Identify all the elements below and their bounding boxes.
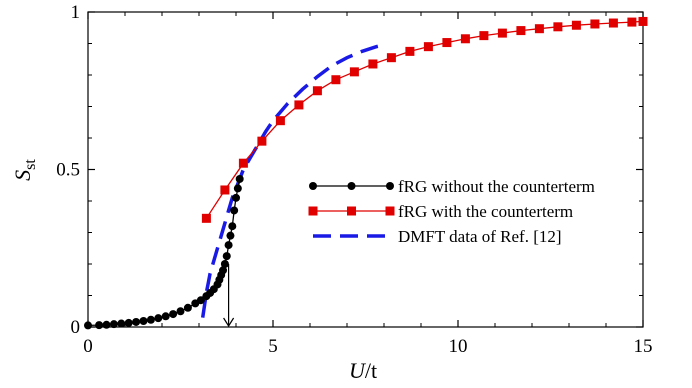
legend-label-frg-counterterm: fRG with the counterterm [398,202,573,221]
data-point-square [294,100,304,110]
legend-marker-square [347,206,356,216]
x-tick-label: 0 [83,336,93,357]
x-axis-label: U/t [349,358,377,383]
data-point-circle [84,321,92,330]
legend-marker-circle [347,182,356,190]
data-point-circle [228,222,237,231]
x-tick-label: 10 [449,336,468,357]
data-point-circle [102,320,111,329]
data-point-circle [176,307,185,316]
data-point-square [516,26,526,36]
data-point-circle [232,193,240,202]
data-point-square [590,19,600,29]
data-point-circle [226,231,235,240]
data-point-square [312,86,322,96]
data-point-square [534,24,544,34]
data-point-square [638,16,648,26]
data-point-square [368,59,378,69]
y-tick-label: 0.5 [56,160,80,181]
data-point-circle [169,310,178,319]
data-point-square [497,28,507,38]
axes: 0 5 10 15 0 0.5 1 [56,2,652,357]
data-point-square [238,158,248,168]
arrow-head [223,317,235,328]
series-dmft-line [200,43,385,318]
x-tick-label: 5 [268,336,278,357]
data-point-square [275,116,285,126]
data-point-square [386,53,396,63]
annotations [223,264,235,328]
data-point-square [571,20,581,30]
data-point-circle [146,315,155,324]
data-point-circle [219,266,228,275]
data-point-circle [230,206,239,215]
data-point-circle [117,319,126,328]
data-point-circle [139,317,148,326]
data-point-circle [161,312,170,321]
data-point-circle [220,260,229,268]
data-point-square [479,31,489,41]
data-point-square [627,17,637,27]
series-group [84,16,648,330]
data-point-circle [196,296,205,305]
legend-marker-circle [386,182,394,190]
x-tick-label: 15 [634,336,653,357]
data-point-circle [132,317,141,326]
data-point-square [460,34,470,44]
y-axis-label: Sst [10,159,39,181]
data-point-circle [222,252,231,261]
data-point-square [608,18,618,28]
y-tick-label: 1 [71,2,81,23]
legend-label-frg: fRG without the counterterm [398,177,595,196]
data-point-circle [233,184,242,193]
legend-marker-square [385,206,395,216]
data-point-circle [224,241,233,250]
data-point-square [553,22,563,32]
legend-marker-circle [309,182,317,190]
y-tick-label: 0 [71,317,81,338]
data-point-square [257,136,267,146]
data-point-square [442,38,452,48]
data-point-circle [124,318,133,327]
legend: fRG without the counterterm fRG with the … [308,177,595,246]
data-point-square [331,75,341,85]
data-point-square [201,213,211,223]
data-point-square [349,67,359,77]
data-point-circle [95,321,104,330]
data-point-circle [235,174,244,183]
plot-frame [87,11,644,328]
data-point-square [405,46,415,56]
data-point-square [423,42,433,52]
data-point-circle [183,303,192,312]
data-point-circle [154,314,163,323]
data-point-square [220,185,230,195]
data-point-circle [109,320,118,329]
legend-label-dmft: DMFT data of Ref. [12] [398,227,562,246]
legend-marker-square [308,206,318,216]
